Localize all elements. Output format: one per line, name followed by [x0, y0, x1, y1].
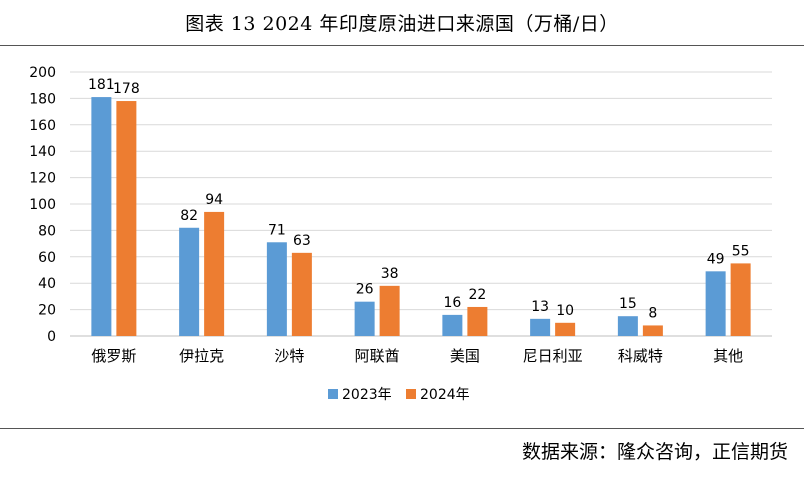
bar-2023: [354, 301, 375, 336]
legend-label: 2023年: [342, 387, 392, 403]
bar-2024: [555, 322, 576, 336]
chart-title-bar: 图表 13 2024 年印度原油进口来源国（万桶/日）: [0, 0, 804, 46]
bar-2023: [617, 316, 638, 336]
bar-2024: [730, 263, 751, 336]
x-tick-label: 尼日利亚: [523, 347, 583, 365]
bar-2023: [179, 227, 200, 336]
legend-label: 2024年: [420, 387, 470, 403]
y-tick-label: 120: [29, 171, 56, 187]
bar-2024: [467, 306, 488, 336]
data-label: 55: [732, 243, 750, 259]
legend-swatch-2024: [406, 389, 416, 399]
data-label: 13: [531, 299, 549, 315]
bar-2023: [266, 242, 287, 336]
bar-2024: [204, 211, 225, 336]
bar-2024: [116, 101, 137, 336]
y-tick-label: 20: [38, 303, 56, 319]
y-tick-label: 100: [29, 197, 56, 213]
data-label: 181: [88, 77, 115, 93]
legend-swatch-2023: [328, 389, 338, 399]
bar-2023: [705, 271, 726, 336]
data-label: 8: [648, 305, 657, 321]
data-label: 94: [205, 192, 223, 208]
x-tick-label: 俄罗斯: [91, 347, 136, 365]
data-label: 71: [268, 222, 286, 238]
data-label: 22: [468, 287, 486, 303]
data-label: 82: [180, 208, 198, 224]
bar-2024: [379, 285, 400, 336]
x-tick-label: 阿联酋: [355, 347, 400, 365]
data-label: 38: [381, 266, 399, 282]
y-tick-label: 0: [47, 329, 56, 345]
data-label: 63: [293, 233, 311, 249]
y-tick-label: 180: [29, 91, 56, 107]
data-label: 15: [619, 296, 637, 312]
footer: 数据来源：隆众咨询，正信期货: [0, 428, 804, 478]
bar-2023: [442, 314, 463, 336]
y-tick-label: 40: [38, 276, 56, 292]
y-tick-label: 200: [29, 65, 56, 81]
data-label: 26: [356, 282, 374, 298]
source-note: 数据来源：隆众咨询，正信期货: [521, 441, 788, 463]
bar-2023: [530, 318, 551, 336]
x-tick-label: 科威特: [618, 347, 663, 365]
data-label: 49: [707, 251, 725, 267]
bar-2024: [291, 252, 312, 336]
y-tick-label: 160: [29, 118, 56, 134]
y-tick-label: 140: [29, 144, 56, 160]
bar-2023: [91, 97, 112, 336]
y-tick-label: 80: [38, 223, 56, 239]
x-tick-label: 沙特: [274, 347, 304, 365]
data-label: 16: [443, 295, 461, 311]
data-label: 10: [556, 303, 574, 319]
data-label: 178: [113, 81, 140, 97]
x-tick-label: 伊拉克: [179, 347, 224, 365]
x-tick-label: 其他: [713, 347, 743, 365]
y-tick-label: 60: [38, 250, 56, 266]
chart-area: 0 20 40 60 80 100 120 140 160 180 200 181 178 俄罗斯 82 94…: [0, 46, 804, 428]
bar-2024: [642, 325, 663, 336]
x-tick-label: 美国: [450, 347, 480, 365]
chart-title: 图表 13 2024 年印度原油进口来源国（万桶/日）: [185, 13, 619, 35]
